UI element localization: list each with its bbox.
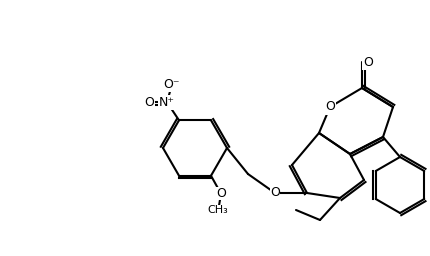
Text: O: O [144,96,154,109]
Text: O: O [324,101,334,113]
Text: O: O [362,56,372,69]
Text: O: O [270,187,280,199]
Text: N⁺: N⁺ [159,96,175,109]
Text: O: O [215,187,225,200]
Text: O⁻: O⁻ [163,78,180,91]
Text: CH₃: CH₃ [207,205,228,215]
